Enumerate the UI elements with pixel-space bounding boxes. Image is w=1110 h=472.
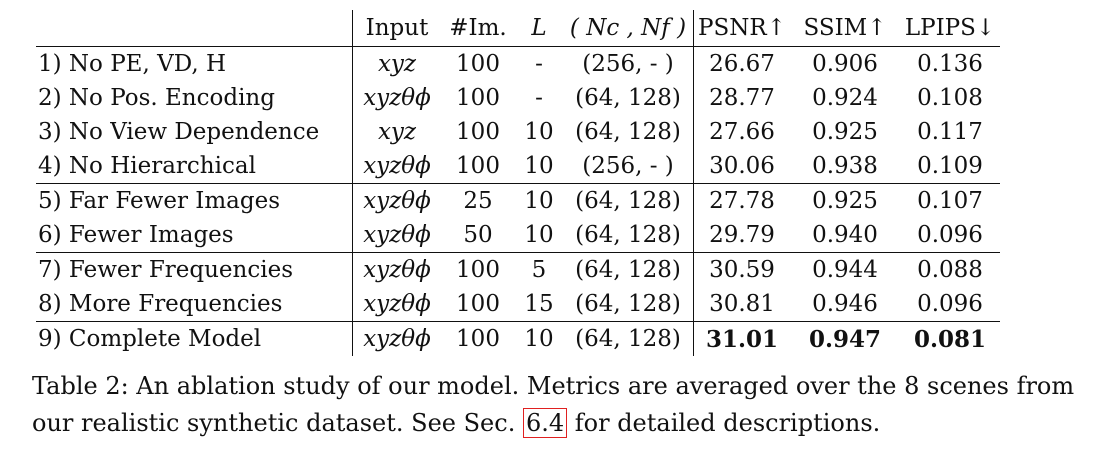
row-lpips: 0.088 <box>900 252 1000 287</box>
row-l: 5 <box>515 252 563 287</box>
row-images: 50 <box>463 221 493 248</box>
row-input: xyz <box>352 46 441 81</box>
row-psnr: 27.66 <box>709 118 775 145</box>
row-input: xyzθϕ <box>363 290 431 317</box>
row-ssim: 0.925 <box>812 118 878 145</box>
row-psnr: 28.77 <box>709 84 775 111</box>
row-ssim: 0.924 <box>812 84 878 111</box>
row-name: 2) No Pos. Encoding <box>36 81 353 115</box>
row-samples: (64, 128) <box>563 183 694 218</box>
row-images: 100 <box>456 152 500 179</box>
row-lpips: 0.096 <box>917 221 983 248</box>
row-ssim: 0.925 <box>790 183 900 218</box>
header-lpips: LPIPS↓ <box>904 14 996 41</box>
header-psnr: PSNR↑ <box>698 14 786 41</box>
table-row: 3) No View Dependence xyz 100 10 (64, 12… <box>36 115 1000 149</box>
row-samples: (256, - ) <box>563 46 694 81</box>
row-name: 8) More Frequencies <box>36 287 353 322</box>
table-row: 1) No PE, VD, H xyz 100 - (256, - ) 26.6… <box>36 46 1000 81</box>
row-name: 9) Complete Model <box>36 321 353 356</box>
table-row: 8) More Frequencies xyzθϕ 100 15 (64, 12… <box>36 287 1000 322</box>
row-lpips: 0.117 <box>917 118 983 145</box>
row-psnr: 30.59 <box>693 252 790 287</box>
row-l: 10 <box>524 118 554 145</box>
row-input: xyzθϕ <box>352 183 441 218</box>
row-ssim: 0.940 <box>812 221 878 248</box>
row-psnr: 31.01 <box>693 321 790 356</box>
row-lpips: 0.109 <box>917 152 983 179</box>
row-name: 7) Fewer Frequencies <box>36 252 353 287</box>
row-name: 5) Far Fewer Images <box>36 183 353 218</box>
table-row: 7) Fewer Frequencies xyzθϕ 100 5 (64, 12… <box>36 252 1000 287</box>
table-row: 2) No Pos. Encoding xyzθϕ 100 - (64, 128… <box>36 81 1000 115</box>
row-input: xyzθϕ <box>363 221 431 248</box>
row-lpips: 0.096 <box>917 290 983 317</box>
row-lpips: 0.107 <box>900 183 1000 218</box>
table-row: 5) Far Fewer Images xyzθϕ 25 10 (64, 128… <box>36 183 1000 218</box>
row-name: 6) Fewer Images <box>36 218 353 253</box>
row-samples: (256, - ) <box>563 149 694 184</box>
header-name <box>36 10 353 47</box>
header-images: #Im. <box>449 14 507 41</box>
row-name: 1) No PE, VD, H <box>36 46 353 81</box>
row-psnr: 30.81 <box>709 290 775 317</box>
row-l: 15 <box>524 290 554 317</box>
ablation-table: Input #Im. L ( Nc , Nf ) PSNR↑ SSIM↑ LPI… <box>36 10 1000 356</box>
row-samples: (64, 128) <box>563 218 694 253</box>
row-images: 100 <box>456 118 500 145</box>
row-psnr: 27.78 <box>693 183 790 218</box>
row-psnr: 30.06 <box>709 152 775 179</box>
row-ssim: 0.944 <box>790 252 900 287</box>
row-images: 100 <box>456 290 500 317</box>
header-input: Input <box>365 14 429 41</box>
row-samples: (64, 128) <box>563 252 694 287</box>
row-ssim: 0.938 <box>812 152 878 179</box>
row-input: xyzθϕ <box>363 152 431 179</box>
table-row: 6) Fewer Images xyzθϕ 50 10 (64, 128) 29… <box>36 218 1000 253</box>
row-l: 10 <box>515 183 563 218</box>
table-row: 4) No Hierarchical xyzθϕ 100 10 (256, - … <box>36 149 1000 184</box>
row-ssim: 0.946 <box>812 290 878 317</box>
row-ssim: 0.947 <box>790 321 900 356</box>
caption-text-after: for detailed descriptions. <box>567 409 881 437</box>
table-header-row: Input #Im. L ( Nc , Nf ) PSNR↑ SSIM↑ LPI… <box>36 10 1000 47</box>
row-input: xyz <box>377 118 417 145</box>
row-name: 4) No Hierarchical <box>36 149 353 184</box>
row-samples: (64, 128) <box>563 115 694 149</box>
row-input: xyzθϕ <box>352 321 441 356</box>
row-l: 10 <box>515 321 563 356</box>
section-ref-link[interactable]: 6.4 <box>522 408 568 438</box>
row-input: xyzθϕ <box>363 84 431 111</box>
header-samples: ( Nc , Nf ) <box>563 10 694 47</box>
ablation-table-container: Input #Im. L ( Nc , Nf ) PSNR↑ SSIM↑ LPI… <box>36 10 1076 356</box>
row-l: 10 <box>524 221 554 248</box>
row-images: 25 <box>441 183 515 218</box>
row-l: - <box>535 84 543 111</box>
header-l: L <box>531 14 547 41</box>
row-samples: (64, 128) <box>563 81 694 115</box>
row-ssim: 0.906 <box>790 46 900 81</box>
row-images: 100 <box>441 46 515 81</box>
header-ssim: SSIM↑ <box>803 14 887 41</box>
table-caption: Table 2: An ablation study of our model.… <box>32 368 1092 442</box>
row-psnr: 29.79 <box>709 221 775 248</box>
row-lpips: 0.136 <box>900 46 1000 81</box>
row-l: - <box>515 46 563 81</box>
row-images: 100 <box>456 84 500 111</box>
row-l: 10 <box>524 152 554 179</box>
row-samples: (64, 128) <box>563 287 694 322</box>
row-lpips: 0.108 <box>917 84 983 111</box>
row-lpips: 0.081 <box>900 321 1000 356</box>
row-images: 100 <box>441 252 515 287</box>
row-input: xyzθϕ <box>352 252 441 287</box>
row-samples: (64, 128) <box>563 321 694 356</box>
row-psnr: 26.67 <box>693 46 790 81</box>
table-row-best: 9) Complete Model xyzθϕ 100 10 (64, 128)… <box>36 321 1000 356</box>
row-name: 3) No View Dependence <box>36 115 353 149</box>
caption-text-before: Table 2: An ablation study of our model.… <box>32 372 1075 437</box>
row-images: 100 <box>441 321 515 356</box>
